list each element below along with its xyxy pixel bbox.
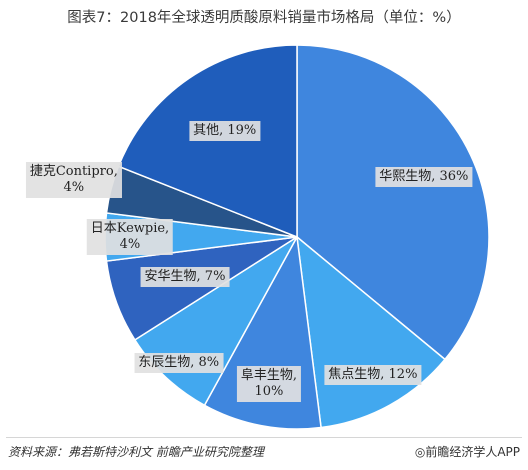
footer-divider	[6, 437, 522, 438]
source-text: 弗若斯特沙利文 前瞻产业研究院整理	[68, 445, 264, 459]
slice-label-contipro-line1: 捷克Contipro,	[29, 163, 118, 179]
slice-label-fufeng-line1: 阜丰生物,	[240, 368, 298, 384]
slice-label-other: 其他, 19%	[189, 120, 261, 141]
slice-label-kewpie-line1: 日本Kewpie,	[90, 221, 170, 236]
slice-label-huaxi: 华熙生物, 36%	[375, 167, 473, 188]
slice-label-jiaodian: 焦点生物, 12%	[324, 364, 422, 385]
slice-label-dongchen: 东辰生物, 8%	[134, 352, 224, 373]
slice-label-contipro: 捷克Contipro, 4%	[25, 161, 122, 198]
source-note: 资料来源：弗若斯特沙利文 前瞻产业研究院整理	[8, 443, 264, 460]
slice-label-kewpie-line2: 4%	[119, 237, 141, 252]
slice-label-contipro-line2: 4%	[63, 179, 85, 195]
pie-slice-huaxi	[296, 44, 490, 361]
chart-title: 图表7：2018年全球透明质酸原料销量市场格局（单位：%）	[67, 10, 461, 26]
slice-label-dongchen-text: 东辰生物, 8%	[138, 354, 220, 370]
source-label: 资料来源：	[8, 445, 69, 459]
slice-label-fufeng: 阜丰生物, 10%	[236, 366, 302, 403]
slice-label-anhua: 安华生物, 7%	[140, 267, 230, 288]
slice-label-anhua-text: 安华生物, 7%	[144, 269, 226, 285]
slice-label-huaxi-text: 华熙生物, 36%	[379, 169, 469, 185]
slice-label-jiaodian-text: 焦点生物, 12%	[328, 366, 418, 382]
brand-watermark: ◎前瞻经济学人APP	[414, 445, 520, 459]
pie-slice-other	[117, 44, 298, 239]
slice-label-other-text: 其他, 19%	[193, 122, 257, 138]
slice-label-kewpie: 日本Kewpie, 4%	[86, 219, 174, 255]
slice-label-fufeng-line2: 10%	[254, 384, 284, 400]
